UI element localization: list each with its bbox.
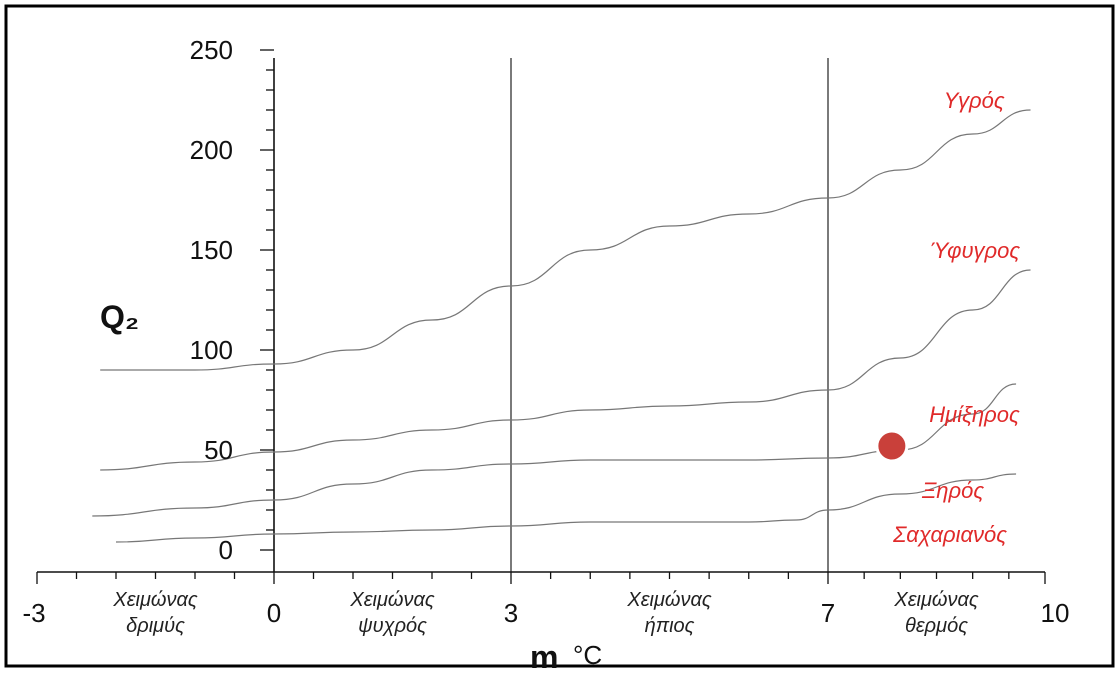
x-tick-label: 10 — [1041, 598, 1070, 628]
season-label-line1: Χειμώνας — [349, 589, 435, 611]
zone-label-3: Ημίξηρος — [929, 402, 1020, 427]
zone-label-5: Σαχαριανός — [892, 522, 1007, 547]
y-tick-label: 0 — [219, 535, 233, 565]
y-tick-label: 200 — [190, 135, 233, 165]
season-label-line2: δριμύς — [126, 615, 185, 637]
highlight-marker — [875, 429, 909, 463]
y-tick-label: 150 — [190, 235, 233, 265]
x-axis-label-unit: °C — [573, 640, 602, 668]
zone-label-4: Ξηρός — [921, 478, 984, 503]
zone-label-2: Ύφυγρος — [929, 238, 1020, 263]
x-tick-label: 7 — [821, 598, 835, 628]
season-label-line2: ψυχρός — [358, 615, 427, 637]
season-label-line1: Χειμώνας — [626, 589, 712, 611]
boundary-curve-1 — [100, 109, 1031, 371]
x-axis-label-main: m — [530, 639, 558, 668]
y-tick-label: 100 — [190, 335, 233, 365]
boundary-curve-4 — [115, 473, 1017, 543]
x-tick-label: 0 — [267, 598, 281, 628]
y-tick-label: 250 — [190, 35, 233, 65]
season-label-line1: Χειμώνας — [112, 589, 198, 611]
y-tick-label: 50 — [204, 435, 233, 465]
zone-label-1: Υγρός — [944, 88, 1005, 113]
x-tick-label: -3 — [22, 598, 45, 628]
y-axis-label: Q₂ — [100, 299, 139, 335]
boundary-curve-2 — [100, 269, 1031, 471]
x-tick-label: 3 — [504, 598, 518, 628]
season-label-line2: ήπιος — [645, 615, 695, 637]
season-label-line1: Χειμώνας — [893, 589, 979, 611]
season-label-line2: θερμός — [905, 615, 968, 637]
outer-border — [4, 4, 1115, 668]
